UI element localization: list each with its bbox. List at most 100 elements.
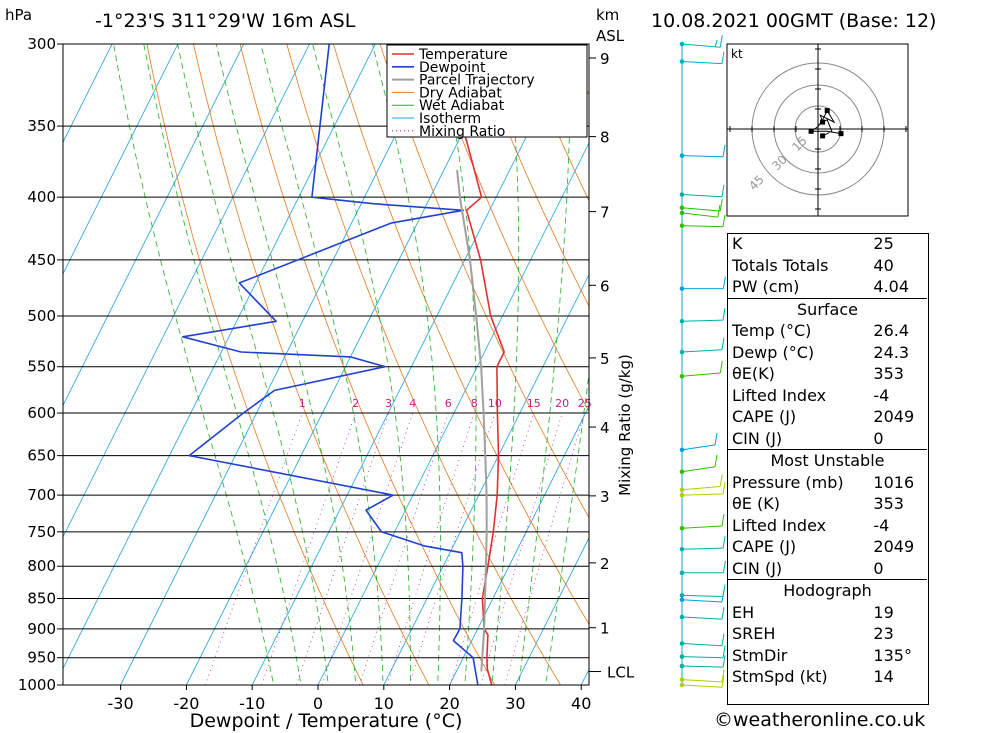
background-lines: [0, 0, 589, 711]
index-label: StmDir: [732, 645, 788, 665]
wind-barbs: [679, 35, 726, 688]
mixing-ratio-label: 8: [471, 397, 478, 410]
isotherm-line: [63, 44, 113, 144]
wind-barb-flag: [722, 481, 726, 495]
index-section: Surface: [728, 297, 927, 320]
x-axis-label: Dewpoint / Temperature (°C): [190, 710, 463, 732]
copyright: ©weatheronline.co.uk: [714, 709, 926, 731]
isotherm-line: [0, 0, 29, 711]
wind-barb-flag: [722, 536, 726, 549]
pressure-tick-label: 350: [27, 117, 56, 135]
index-label: K: [732, 234, 743, 253]
mixing-ratio-label: 4: [409, 397, 416, 410]
index-value: -4: [873, 515, 890, 535]
wind-barb-dot: [679, 682, 685, 688]
index-label: PW (cm): [732, 277, 800, 296]
pressure-tick-label: 400: [27, 188, 56, 206]
wind-barb-dot: [679, 654, 685, 659]
index-row: CIN (J) 0: [728, 428, 927, 450]
index-value: 23: [873, 624, 894, 643]
wind-barb-flag: [719, 360, 723, 374]
mixing-ratio-labels: 1 2 3 4 6 8 10 15 20 25: [299, 397, 592, 410]
height-tick-label: 2: [600, 555, 610, 573]
profiles: [182, 44, 506, 685]
hodograph-point: [824, 108, 830, 114]
index-value: 4.04: [873, 277, 910, 296]
wind-barb-dot: [679, 570, 685, 576]
wind-barb-dot: [679, 192, 685, 197]
index-value: 24.3: [873, 342, 910, 362]
wind-barb-shaft: [681, 599, 723, 603]
wet-adiabat-line: [312, 44, 411, 685]
plot-frame: [62, 43, 590, 686]
wind-barb-flag: [721, 669, 725, 682]
temperature-axis: -30 -20 -10 0 10 20 30 40: [108, 685, 591, 713]
pressure-axis: 300 350 400 450 500 550 600 650 700 750 800 850 900 9…: [18, 35, 63, 694]
legend-label: Wet Adiabat: [419, 98, 505, 114]
temperature-tick-label: 10: [374, 694, 394, 713]
wet-adiabat-line: [143, 44, 302, 685]
dry-adiabat-line: [472, 44, 589, 308]
temperature-tick-label: 0: [313, 694, 323, 713]
pressure-tick-label: 550: [27, 358, 56, 376]
wind-barb-dot: [679, 374, 685, 379]
pressure-tick-label: 750: [27, 523, 56, 541]
index-value: -4: [873, 385, 890, 405]
index-row: PW (cm) 4.04: [728, 276, 927, 298]
wind-barb-flag: [721, 51, 725, 64]
wet-adiabat-line: [177, 44, 329, 685]
wind-barb-shaft: [681, 525, 723, 529]
mixing-ratio-line: [296, 412, 389, 685]
pressure-tick-label: 950: [27, 649, 56, 667]
wet-adiabat-line: [113, 44, 275, 685]
temperature-tick-label: -30: [108, 694, 134, 713]
index-row: K 25: [728, 233, 927, 255]
wet-adiabat-line: [518, 44, 571, 685]
temperature-tick-label: -10: [239, 694, 265, 713]
legend-label: Isotherm: [419, 111, 481, 127]
legend-box: [386, 44, 588, 138]
index-value: 14: [873, 667, 894, 686]
dry-adiabat-line: [146, 44, 364, 685]
wind-barb-dot: [679, 663, 685, 669]
dry-adiabat-line: [333, 44, 589, 625]
index-value: 1016: [873, 472, 915, 492]
height-tick-label: 3: [600, 488, 610, 506]
wind-barb-flag: [722, 144, 726, 157]
mixing-ratio-line: [386, 412, 475, 685]
location-title: -1°23'S 311°29'W 16m ASL: [95, 10, 356, 32]
temperature-tick-label: 30: [505, 694, 525, 713]
legend-label: Dry Adiabat: [419, 85, 502, 101]
wet-adiabat-line: [438, 44, 477, 685]
index-section-title: Hodograph: [728, 579, 927, 602]
pressure-tick-label: 500: [27, 307, 56, 325]
index-row: θE(K) 353: [728, 363, 927, 385]
mixing-ratio-label: 2: [352, 397, 359, 410]
wet-adiabat-line: [491, 44, 520, 685]
index-label: EH: [732, 602, 755, 622]
index-value: 353: [873, 494, 904, 513]
series-temperature: [453, 44, 506, 685]
wind-barb-dot: [679, 597, 685, 603]
index-row: Temp (°C) 26.4: [728, 320, 927, 342]
temperature-tick-label: 20: [439, 694, 459, 713]
index-value: 40: [873, 255, 894, 275]
height-unit: km: [596, 6, 619, 24]
wind-barb-dot: [679, 205, 685, 211]
wind-barb-shaft: [681, 594, 724, 597]
index-label: CAPE (J): [732, 407, 797, 426]
wind-barb-dot: [679, 677, 685, 682]
index-label: CIN (J): [732, 428, 783, 448]
mixing-ratio-label: 25: [578, 397, 592, 410]
wind-barb-shaft: [681, 684, 723, 688]
pressure-tick-label: 450: [27, 251, 56, 269]
index-value: 0: [873, 428, 884, 448]
isotherm-line: [63, 44, 179, 275]
height-tick-label: 5: [600, 350, 610, 368]
wind-barb-dot: [679, 286, 685, 291]
wind-barb-dot: [679, 349, 685, 355]
wind-barb-dot: [679, 641, 685, 646]
pressure-tick-label: 900: [27, 620, 56, 638]
mixing-ratio-axis-label: Mixing Ratio (g/kg): [616, 354, 634, 496]
index-row: EH 19: [728, 602, 927, 624]
